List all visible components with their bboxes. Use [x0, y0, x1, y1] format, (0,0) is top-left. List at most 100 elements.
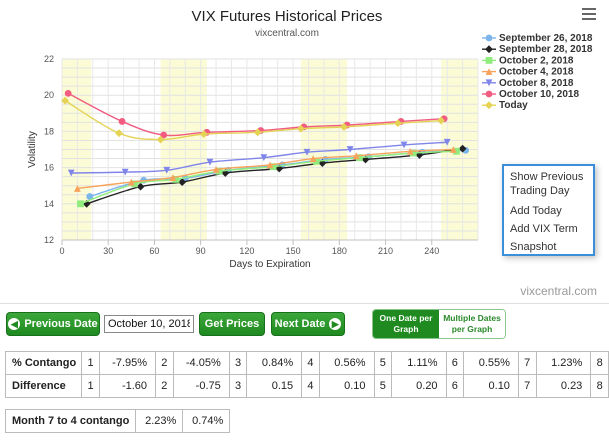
contango-row-label: % Contango: [4, 351, 83, 375]
x-tick-label: 150: [286, 246, 301, 256]
chart-title: VIX Futures Historical Prices: [192, 8, 383, 25]
x-tick-label: 60: [149, 246, 159, 256]
legend-label: September 26, 2018: [499, 33, 593, 44]
x-tick-label: 0: [59, 246, 64, 256]
month74-value: 2.23%: [135, 409, 184, 433]
legend-label: October 4, 2018: [499, 67, 574, 78]
series-point-2: [453, 147, 460, 155]
series-point-3: [169, 174, 177, 181]
difference-row-label: Difference: [4, 374, 83, 398]
difference-index: 6: [445, 374, 465, 398]
series-point-6: [199, 130, 208, 139]
contango-table: % Contango 1 -7.95% 2 -4.05% 3 0.84% 4 0…: [4, 351, 609, 398]
series-point-6: [253, 128, 262, 137]
series-point-6: [156, 135, 165, 144]
series-point-4: [121, 168, 129, 176]
series-point-2: [172, 175, 180, 183]
series-point-4: [260, 154, 268, 162]
menu-item-snapshot[interactable]: Snapshot: [510, 241, 557, 253]
previous-date-label: Previous Date: [24, 318, 98, 330]
left-arrow-icon: ◀: [8, 318, 21, 330]
previous-date-button[interactable]: ◀ Previous Date: [6, 312, 100, 336]
series-point-3: [449, 146, 457, 153]
difference-value: -1.60: [98, 374, 157, 398]
series-line-2: [80, 150, 457, 205]
series-point-2: [269, 163, 277, 171]
contango-index: 6: [445, 351, 465, 375]
menu-item-add-vix-term[interactable]: Add VIX Term: [510, 223, 578, 235]
series-point-4: [443, 138, 451, 146]
series-point-2: [409, 149, 417, 157]
series-point-5: [64, 89, 72, 97]
series-point-3: [309, 155, 317, 162]
x-tick-label: 180: [332, 246, 347, 256]
series-point-1: [136, 182, 145, 191]
series-point-4: [346, 146, 354, 153]
legend-marker: [485, 57, 493, 64]
contango-value: -7.95%: [98, 351, 157, 375]
graph-mode-toggle: One Date per Graph Multiple Dates per Gr…: [372, 309, 506, 339]
contango-value: -4.05%: [172, 351, 230, 375]
series-point-1: [82, 199, 91, 208]
chart-context-menu: Show Previous Trading Day Add Today Add …: [502, 164, 595, 256]
next-date-button[interactable]: Next Date ▶: [271, 312, 345, 336]
x-tick-label: 240: [424, 246, 439, 256]
contango-index: 3: [228, 351, 248, 375]
vix-futures-chart: 12 14 16 18 20 22 0 30 60 90 120 150 180 210 240 VIX Fu…: [27, 8, 597, 298]
legend-marker: [485, 79, 493, 87]
date-input[interactable]: [104, 315, 194, 333]
chart-credits: vixcentral.com: [520, 284, 597, 298]
chart-menu-icon[interactable]: [582, 8, 596, 20]
contango-index: 8: [590, 351, 609, 375]
y-tick-label: 18: [44, 126, 54, 136]
series-point-3: [352, 152, 360, 160]
difference-value: 0.10: [463, 374, 519, 398]
series-point-6: [340, 122, 348, 131]
difference-value: 0.23: [535, 374, 592, 398]
next-date-label: Next Date: [274, 318, 326, 330]
contango-value: 0.56%: [318, 351, 375, 375]
series-point-1: [415, 151, 424, 159]
series-point-1: [178, 178, 187, 186]
series-point-5: [118, 118, 126, 125]
difference-index: 2: [155, 374, 174, 398]
series-point-2: [312, 157, 320, 165]
x-tick-label: 90: [196, 246, 206, 256]
contango-value: 1.23%: [535, 351, 592, 375]
series-point-1: [275, 164, 284, 173]
series-point-0: [86, 193, 94, 200]
y-axis-title: Volatility: [27, 131, 38, 168]
contango-value: 1.11%: [391, 351, 447, 375]
legend-label: October 10, 2018: [499, 89, 579, 100]
x-axis-title: Days to Expiration: [229, 259, 310, 270]
series-point-2: [355, 154, 363, 162]
right-arrow-icon: ▶: [329, 318, 342, 330]
menu-item-add-today[interactable]: Add Today: [510, 205, 562, 217]
y-tick-label: 20: [44, 90, 54, 100]
series-point-6: [115, 129, 123, 138]
contango-index: 5: [373, 351, 393, 375]
y-tick-label: 12: [44, 235, 54, 245]
series-point-3: [406, 147, 414, 155]
get-prices-button[interactable]: Get Prices: [199, 312, 265, 336]
series-point-1: [318, 159, 327, 167]
difference-value: 0.15: [246, 374, 303, 398]
one-date-per-graph-option[interactable]: One Date per Graph: [373, 310, 439, 338]
legend-label: October 8, 2018: [499, 78, 574, 89]
chart-panel: 12 14 16 18 20 22 0 30 60 90 120 150 180 210 240 VIX Fu…: [0, 8, 609, 304]
menu-item-show-previous[interactable]: Show Previous Trading Day: [510, 171, 584, 197]
contango-row: % Contango 1 -7.95% 2 -4.05% 3 0.84% 4 0…: [4, 351, 609, 375]
contango-index: 4: [301, 351, 320, 375]
series-point-1: [458, 144, 467, 153]
chart-subtitle: vixcentral.com: [255, 28, 319, 39]
series-point-3: [127, 178, 135, 186]
series-point-4: [206, 158, 214, 166]
series-point-4: [67, 169, 75, 177]
month74-label: Month 7 to 4 contango: [4, 409, 137, 433]
multiple-dates-per-graph-option[interactable]: Multiple Dates per Graph: [439, 310, 505, 338]
contango-value: 0.55%: [463, 351, 519, 375]
y-tick-label: 14: [44, 199, 54, 209]
legend-marker: [485, 45, 493, 54]
difference-index: 7: [517, 374, 537, 398]
difference-row: Difference 1 -1.60 2 -0.75 3 0.15 4 0.10…: [4, 374, 609, 398]
